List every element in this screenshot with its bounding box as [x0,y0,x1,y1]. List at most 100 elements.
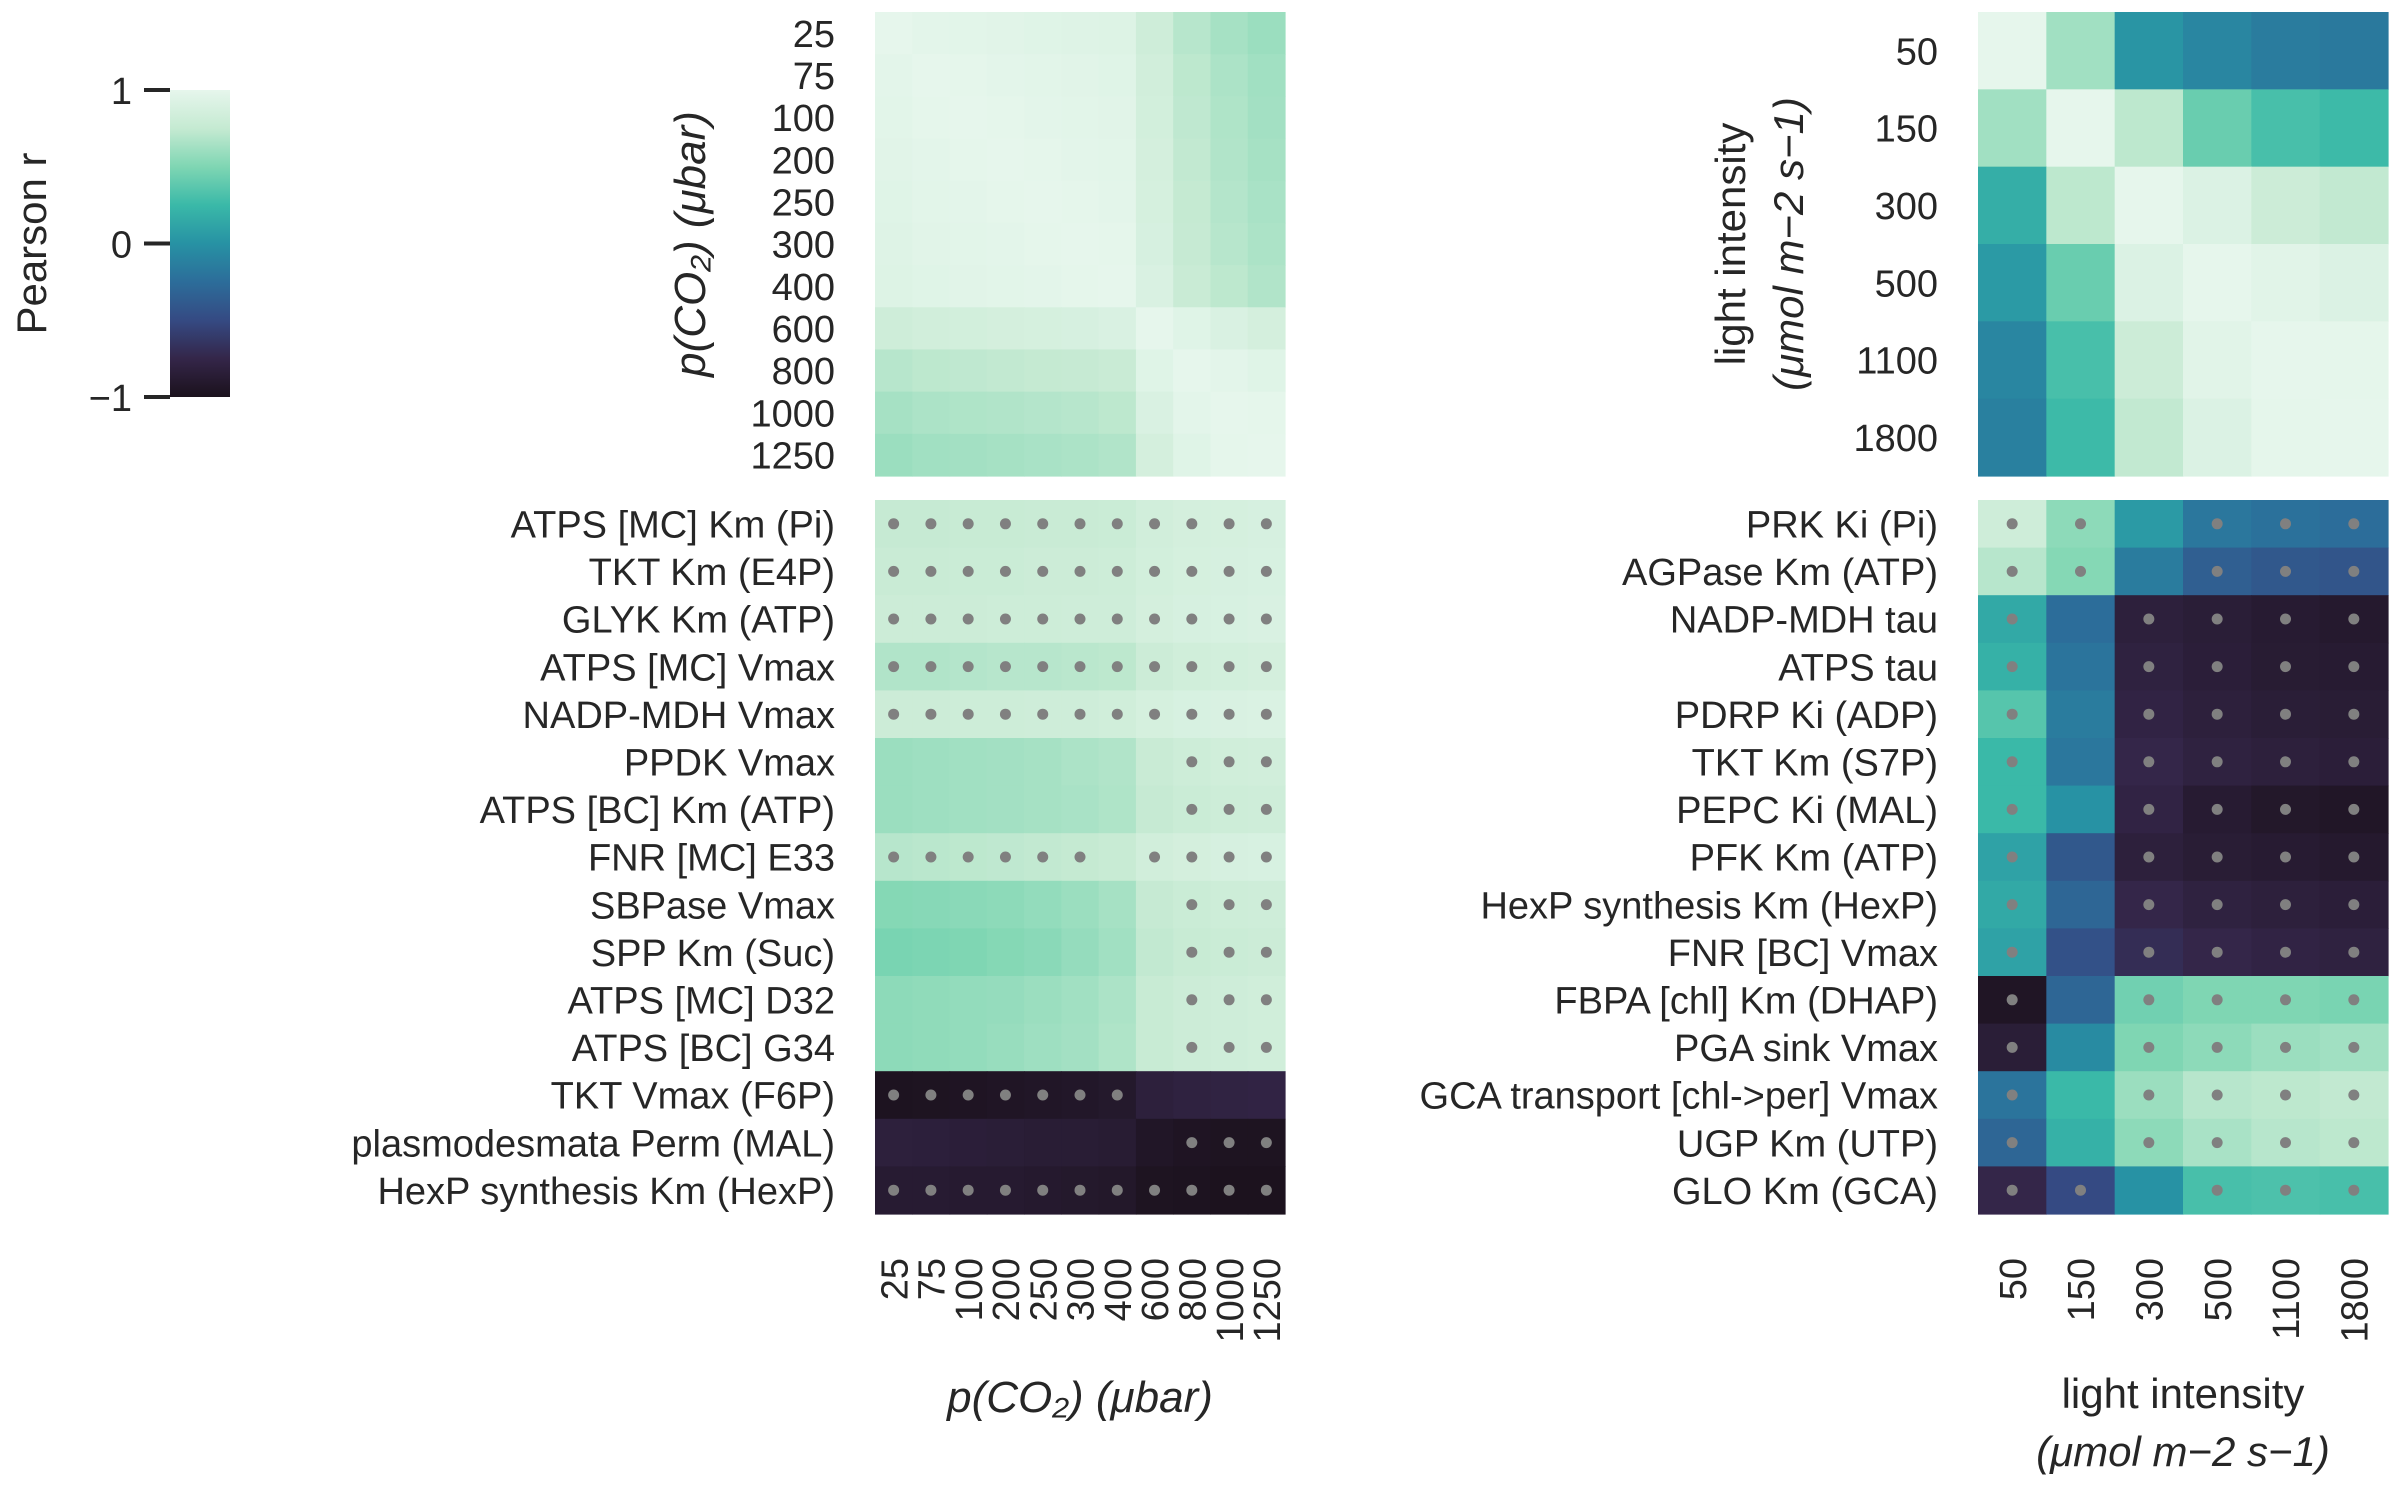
heatmap-cell [1247,1071,1286,1120]
y-tick-label: AGPase Km (ATP) [1622,552,1938,594]
heatmap-cell [2251,89,2321,168]
significance-dot [2211,756,2223,768]
significance-dot [2075,565,2086,577]
significance-dot [2348,756,2360,768]
heatmap-cell [1061,180,1100,224]
significance-dot [2280,661,2291,673]
significance-dot [2348,851,2360,863]
heatmap-cell [986,54,1025,97]
heatmap-cell [1135,222,1174,266]
heatmap-cell [1247,349,1286,393]
heatmap-cell [1098,880,1137,929]
heatmap-cell [2319,244,2389,322]
heatmap-cell [912,880,951,929]
heatmap-cell [2183,12,2252,90]
heatmap-cell [1173,265,1212,308]
heatmap-cell [2046,690,2116,739]
significance-dot [925,708,937,720]
heatmap-cell [1098,180,1137,224]
significance-dot [925,565,937,577]
x-tick-label: 150 [2061,1258,2103,1321]
x-axis-label: p(CO₂) (μbar) [945,1373,1213,1422]
y-tick-label: ATPS tau [1778,647,1938,689]
y-tick-label: TKT Vmax (F6P) [551,1076,835,1118]
significance-dot [1223,565,1235,577]
significance-dot [1149,1184,1161,1196]
heatmap-cell [2114,398,2184,477]
significance-dot [1260,708,1272,720]
heatmap-cell [1173,349,1212,393]
significance-dot [888,565,900,577]
heatmap-cell [1210,349,1249,393]
heatmap-cell [949,928,988,977]
y-tick-label: 800 [772,351,835,393]
significance-dot [2348,565,2360,577]
heatmap-cell [2046,1118,2116,1167]
significance-dot [1260,1041,1272,1053]
heatmap-cell [1210,265,1249,308]
heatmap-cell [1135,307,1174,351]
heatmap-cell [1173,307,1212,351]
heatmap-cell [875,222,913,266]
y-tick-label: 300 [1875,186,1938,228]
significance-dot [1186,994,1198,1006]
heatmap-cell [949,433,988,477]
heatmap-cell [2046,398,2116,477]
heatmap-cell [2114,547,2184,596]
heatmap-cell [1098,307,1137,351]
colorbar-label: Pearson r [8,152,55,334]
significance-dot [2280,1137,2291,1149]
heatmap-cell [986,1118,1025,1167]
heatmap-cell [986,180,1025,224]
significance-dot [962,708,974,720]
heatmap-cell [986,1023,1025,1072]
significance-dot [2280,946,2291,958]
heatmap-cell [1135,265,1174,308]
significance-dot [2006,1137,2018,1149]
heatmap-cell [1210,391,1249,435]
y-tick-label: NADP-MDH tau [1670,600,1938,642]
significance-dot [1223,946,1235,958]
significance-dot [925,1184,937,1196]
heatmap-cell [1024,180,1062,224]
significance-dot [2348,994,2360,1006]
significance-dot [2348,1184,2360,1196]
significance-dot [1260,756,1272,768]
heatmap-cell [986,928,1025,977]
heatmap-cell [1024,1118,1062,1167]
significance-dot [2006,1184,2018,1196]
heatmap-cell [875,96,913,140]
significance-dot [1186,708,1198,720]
heatmap-cell [1098,12,1137,55]
heatmap-cell [912,96,951,140]
y-tick-label: PRK Ki (Pi) [1746,504,1938,546]
significance-dot [1111,1184,1123,1196]
heatmap-cell [912,976,951,1025]
heatmap-cell [1135,880,1174,929]
y-tick-label: NADP-MDH Vmax [523,695,835,737]
heatmap-cell [875,785,913,834]
y-tick-label: plasmodesmata Perm (MAL) [351,1123,835,1165]
heatmap-cell [1978,398,2047,477]
heatmap-cell [1098,1118,1137,1167]
significance-dot [999,661,1011,673]
significance-dot [1037,661,1049,673]
significance-dot [1260,1184,1272,1196]
significance-dot [1149,661,1161,673]
heatmap-cell [875,180,913,224]
significance-dot [925,518,937,530]
heatmap-cell [949,785,988,834]
significance-dot [2211,613,2223,625]
y-tick-label: ATPS [BC] Km (ATP) [480,790,835,832]
significance-dot [2280,1089,2291,1101]
significance-dot [2211,1137,2223,1149]
heatmap-cell [1978,244,2047,322]
heatmap-cell [1135,1071,1174,1120]
significance-dot [2006,756,2018,768]
heatmap-cell [2046,595,2116,644]
heatmap-cell [1210,96,1249,140]
x-tick-label: 1100 [2266,1258,2308,1340]
significance-dot [1074,565,1086,577]
significance-dot [1223,899,1235,911]
heatmap-cell [1247,222,1286,266]
